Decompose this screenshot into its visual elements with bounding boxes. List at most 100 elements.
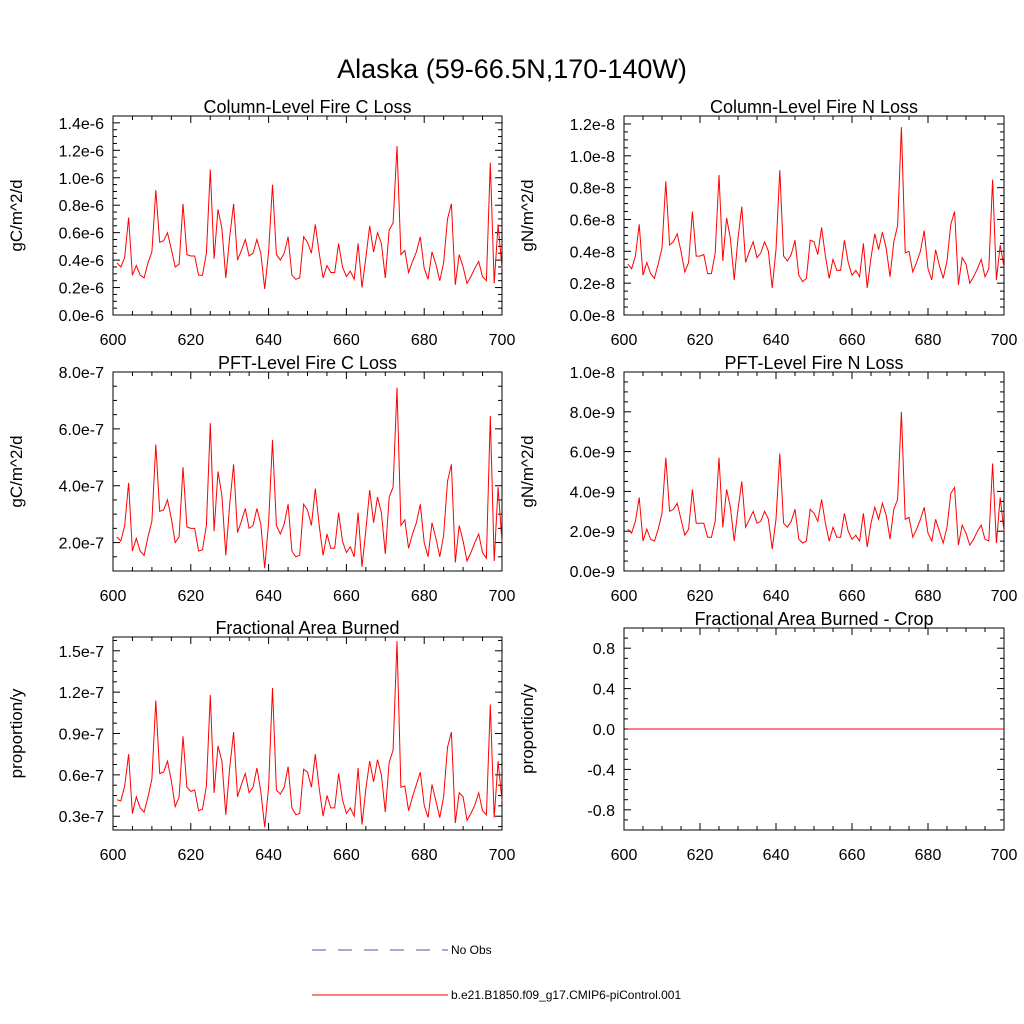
panel-6: Fractional Area Burned - Crop 600 620 640 66… — [518, 609, 1017, 864]
x-tick-label: 680 — [915, 847, 942, 864]
x-tick-label: 660 — [839, 588, 866, 605]
y-axis-label: gN/m^2/d — [518, 179, 537, 251]
y-tick-label: 1.2e-6 — [59, 143, 104, 160]
y-tick-label: 0.6e-7 — [59, 768, 104, 785]
y-tick-label: 0.4 — [593, 682, 615, 699]
x-tick-label: 620 — [177, 332, 204, 349]
x-tick-label: 600 — [100, 847, 127, 864]
x-tick-label: 680 — [915, 332, 942, 349]
x-tick-label: 600 — [100, 332, 127, 349]
x-tick-label: 660 — [839, 332, 866, 349]
y-tick-label: 1.5e-7 — [59, 644, 104, 661]
y-tick-label: 1.0e-8 — [570, 365, 615, 382]
y-tick-label: 0.8 — [593, 641, 615, 658]
x-tick-label: 620 — [177, 847, 204, 864]
y-tick-label: 0.6e-8 — [570, 212, 615, 229]
y-tick-label: 6.0e-7 — [59, 422, 104, 439]
panel-title: Fractional Area Burned — [215, 618, 399, 638]
x-tick-label: 680 — [411, 332, 438, 349]
panel-title: Column-Level Fire N Loss — [710, 97, 918, 117]
y-tick-label: 1.0e-8 — [570, 149, 615, 166]
x-tick-label: 680 — [411, 847, 438, 864]
plot-frame — [112, 115, 503, 316]
plot-frame — [112, 636, 503, 831]
y-tick-label: 1.2e-8 — [570, 117, 615, 134]
x-tick-label: 700 — [489, 588, 516, 605]
x-tick-label: 680 — [915, 588, 942, 605]
legend-label-no-obs: No Obs — [451, 943, 492, 957]
panel-title: PFT-Level Fire N Loss — [724, 353, 903, 373]
x-tick-label: 700 — [991, 588, 1018, 605]
y-tick-label: 4.0e-7 — [59, 479, 104, 496]
series-line — [116, 387, 503, 569]
y-tick-label: 8.0e-9 — [570, 405, 615, 422]
y-tick-label: -0.4 — [587, 762, 615, 779]
x-tick-label: 600 — [611, 332, 638, 349]
x-tick-label: 700 — [489, 847, 516, 864]
series-line — [116, 146, 503, 289]
y-tick-label: 0.0e-8 — [570, 308, 615, 325]
y-tick-label: 2.0e-7 — [59, 536, 104, 553]
plot-frame — [623, 371, 1005, 572]
panel-title: Column-Level Fire C Loss — [203, 97, 411, 117]
y-tick-label: 0.6e-6 — [59, 226, 104, 243]
panel-title: Fractional Area Burned - Crop — [694, 609, 933, 629]
y-tick-label: 0.0e-6 — [59, 308, 104, 325]
y-tick-label: -0.8 — [587, 803, 615, 820]
x-tick-label: 680 — [411, 588, 438, 605]
x-tick-label: 600 — [100, 588, 127, 605]
y-tick-label: 0.3e-7 — [59, 809, 104, 826]
panel-3: PFT-Level Fire C Loss 600 620 640 660 680 700 2… — [7, 353, 515, 605]
y-tick-label: 2.0e-9 — [570, 524, 615, 541]
y-tick-label: 0.8e-8 — [570, 181, 615, 198]
x-tick-label: 620 — [687, 332, 714, 349]
x-tick-label: 640 — [255, 332, 282, 349]
x-tick-label: 620 — [687, 588, 714, 605]
x-tick-label: 640 — [763, 588, 790, 605]
panel-title: PFT-Level Fire C Loss — [218, 353, 397, 373]
y-tick-label: 0.2e-8 — [570, 276, 615, 293]
x-tick-label: 640 — [255, 588, 282, 605]
panel-5: Fractional Area Burned 600 620 640 660 680 700… — [7, 618, 515, 864]
y-tick-label: 0.4e-8 — [570, 244, 615, 261]
x-tick-label: 700 — [991, 847, 1018, 864]
x-tick-label: 700 — [489, 332, 516, 349]
series-line — [627, 127, 1005, 288]
x-tick-label: 620 — [177, 588, 204, 605]
y-tick-label: 4.0e-9 — [570, 484, 615, 501]
legend: No Obs b.e21.B1850.f09_g17.CMIP6-piContr… — [312, 943, 681, 1002]
y-tick-label: 1.0e-6 — [59, 171, 104, 188]
y-axis-label: gC/m^2/d — [7, 179, 26, 251]
x-tick-label: 660 — [839, 847, 866, 864]
y-tick-label: 0.0e-9 — [570, 564, 615, 581]
x-tick-label: 640 — [763, 847, 790, 864]
panel-1: Column-Level Fire C Loss 600 620 640 660 680 7… — [7, 97, 515, 349]
x-tick-label: 660 — [333, 588, 360, 605]
panels: Column-Level Fire C Loss 600 620 640 660 680 7… — [7, 97, 1017, 864]
x-tick-label: 600 — [611, 847, 638, 864]
x-tick-label: 660 — [333, 847, 360, 864]
plot-frame — [112, 371, 503, 572]
y-tick-label: 0.0 — [593, 722, 615, 739]
x-tick-label: 640 — [255, 847, 282, 864]
series-line — [116, 641, 503, 828]
y-tick-label: 8.0e-7 — [59, 365, 104, 382]
figure-title: Alaska (59-66.5N,170-140W) — [337, 54, 687, 84]
y-axis-label: gC/m^2/d — [7, 435, 26, 507]
y-axis-label: proportion/y — [518, 684, 537, 774]
y-tick-label: 0.2e-6 — [59, 281, 104, 298]
x-tick-label: 600 — [611, 588, 638, 605]
x-tick-label: 640 — [763, 332, 790, 349]
panel-4: PFT-Level Fire N Loss 600 620 640 660 680 700 0… — [518, 353, 1017, 605]
x-tick-label: 620 — [687, 847, 714, 864]
legend-label-model: b.e21.B1850.f09_g17.CMIP6-piControl.001 — [451, 988, 681, 1002]
series-line — [627, 411, 1005, 550]
y-axis-label: gN/m^2/d — [518, 435, 537, 507]
y-tick-label: 0.4e-6 — [59, 253, 104, 270]
panel-2: Column-Level Fire N Loss 600 620 640 660 680 7… — [518, 97, 1017, 349]
y-tick-label: 0.9e-7 — [59, 727, 104, 744]
y-tick-label: 1.4e-6 — [59, 116, 104, 133]
y-tick-label: 1.2e-7 — [59, 685, 104, 702]
plot-frame — [623, 115, 1005, 316]
